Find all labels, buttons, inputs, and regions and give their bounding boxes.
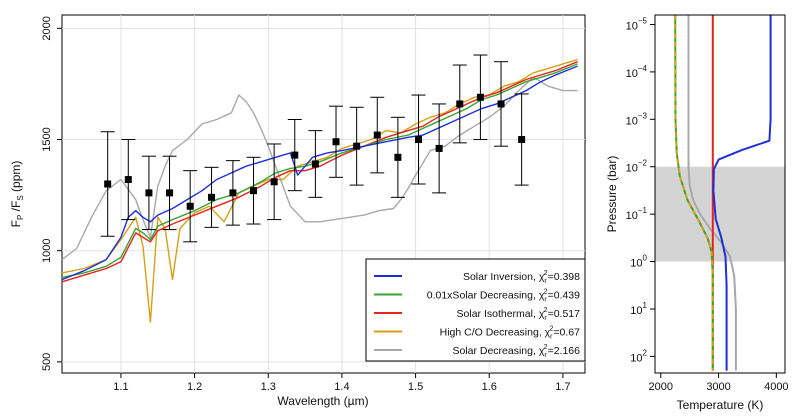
legend: Solar Inversion, χr2=0.398 0.01xSolar Dec… — [365, 258, 586, 362]
data-point-8 — [270, 178, 278, 186]
pt-y-tick-label-6: 101 — [630, 301, 647, 317]
spectrum-x-ticks: 1.1 1.2 1.3 1.4 1.5 1.6 1.7 — [113, 373, 571, 393]
legend-label-3: High C/O Decreasing, χr2=0.67 — [440, 326, 581, 341]
data-point-0 — [104, 180, 112, 188]
data-point-15 — [415, 136, 423, 144]
pt-y-axis-label: Pressure (bar) — [605, 156, 619, 233]
y-label-unit: (ppm) — [9, 161, 23, 196]
data-point-9 — [291, 151, 299, 159]
data-point-6 — [229, 189, 237, 197]
y-label-sub2: S — [16, 195, 25, 200]
legend-box — [365, 258, 586, 362]
pt-x-tick-label-2: 4000 — [764, 381, 788, 393]
pt-y-tick-label-3: 10−2 — [626, 159, 648, 175]
pt-x-axis-label: Temperature (K) — [677, 398, 764, 412]
data-point-2 — [145, 189, 153, 197]
x-tick-label-1: 1.2 — [187, 381, 202, 393]
y-label-main: F — [9, 220, 23, 227]
pt-x-tick-label-1: 3000 — [706, 381, 730, 393]
data-point-14 — [394, 153, 402, 161]
data-point-11 — [332, 138, 340, 146]
pt-y-tick-label-1: 10−4 — [626, 64, 648, 80]
data-point-3 — [166, 189, 174, 197]
y-label-mid: /F — [9, 201, 23, 215]
spectrum-y-ticks: 500 1000 1500 2000 — [41, 16, 62, 371]
spectrum-model-lines — [61, 58, 578, 323]
pt-profile-panel: 2000 3000 4000 10−510−410−310−210−11001011… — [605, 14, 789, 412]
pt-plot-frame — [654, 14, 786, 374]
legend-items: Solar Inversion, χr2=0.398 0.01xSolar Dec… — [374, 270, 580, 359]
data-point-20 — [518, 136, 526, 144]
spectrum-plot-frame — [61, 14, 586, 374]
pt-y-tick-label-0: 10−5 — [626, 16, 648, 32]
pt-profile-4 — [712, 15, 772, 371]
data-point-4 — [186, 202, 194, 210]
spectrum-panel: 1.1 1.2 1.3 1.4 1.5 1.6 1.7 500 1000 1500 2000 Wa… — [9, 14, 586, 408]
pt-y-ticks: 10−5 10−4 10−3 10−2 10−1 100 101 102 — [626, 16, 655, 364]
legend-label-1: 0.01xSolar Decreasing, χr2=0.439 — [427, 289, 580, 304]
pt-y-tick-label-2: 10−3 — [626, 111, 648, 127]
x-tick-label-6: 1.7 — [555, 381, 570, 393]
data-point-19 — [497, 100, 505, 108]
data-point-17 — [456, 100, 464, 108]
data-point-18 — [476, 93, 484, 101]
data-point-13 — [373, 131, 381, 139]
series-line-2 — [61, 61, 578, 283]
y-axis-label: FP /FS (ppm) — [9, 161, 25, 228]
x-axis-label: Wavelength (µm) — [277, 394, 368, 408]
pt-profile-3 — [674, 14, 714, 371]
y-label-sub1: P — [16, 215, 25, 220]
legend-label-0: Solar Inversion, χr2=0.398 — [463, 270, 580, 285]
series-line-3 — [61, 63, 578, 279]
x-tick-label-0: 1.1 — [113, 381, 128, 393]
data-point-12 — [353, 142, 361, 150]
data-point-16 — [435, 144, 443, 152]
pt-x-tick-label-0: 2000 — [649, 381, 673, 393]
pt-y-tick-label-7: 102 — [630, 348, 647, 364]
y-tick-label-0: 500 — [41, 353, 53, 371]
x-tick-label-2: 1.3 — [261, 381, 276, 393]
spectrum-grid — [62, 15, 585, 373]
pt-y-tick-label-5: 100 — [630, 254, 647, 270]
pt-y-tick-label-4: 10−1 — [626, 206, 648, 222]
x-tick-label-3: 1.4 — [334, 381, 349, 393]
x-tick-label-5: 1.6 — [482, 381, 497, 393]
x-tick-label-4: 1.5 — [408, 381, 423, 393]
y-tick-label-2: 1500 — [41, 127, 53, 151]
legend-label-2: Solar Isothermal, χr2=0.517 — [457, 307, 581, 322]
data-point-7 — [250, 187, 258, 195]
pt-x-ticks: 2000 3000 4000 — [649, 373, 789, 393]
pt-profile-lines — [674, 14, 772, 371]
spectrum-data-points — [100, 54, 529, 243]
photosphere-shaded-region — [655, 166, 785, 262]
data-point-5 — [208, 193, 216, 201]
y-tick-label-3: 2000 — [41, 16, 53, 40]
y-tick-label-1: 1000 — [41, 238, 53, 262]
data-point-1 — [124, 176, 132, 184]
series-line-4 — [61, 65, 578, 281]
legend-label-4: Solar Decreasing, χr2=2.166 — [452, 344, 580, 359]
series-line-0 — [61, 76, 578, 261]
pt-profile-0 — [687, 15, 737, 371]
data-point-10 — [311, 160, 319, 168]
